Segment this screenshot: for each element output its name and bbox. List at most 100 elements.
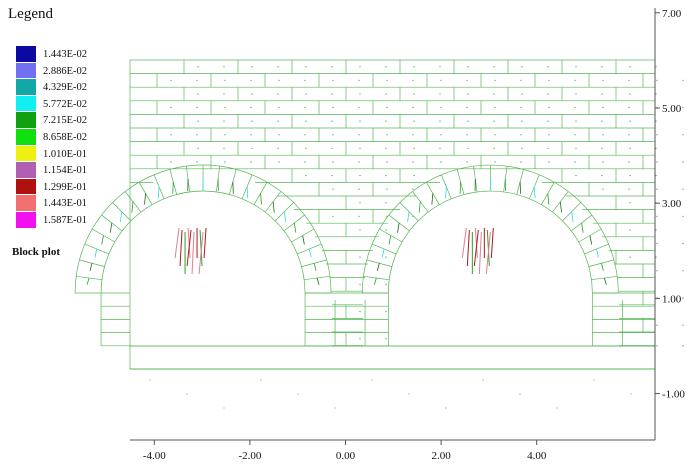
block-node (439, 120, 441, 122)
block-node (628, 161, 630, 163)
block-node (359, 147, 361, 150)
masonry-course (322, 236, 684, 251)
block-node (493, 147, 495, 150)
block-node (358, 188, 360, 190)
block-node (278, 79, 280, 82)
block-node (251, 147, 253, 150)
block-node (385, 66, 387, 68)
block-node (682, 270, 684, 272)
block-node (655, 93, 657, 95)
wall-outline (129, 59, 656, 347)
block-node (494, 79, 496, 82)
x-tick-label: 0.00 (336, 450, 356, 462)
block-node (520, 106, 522, 109)
block-node (358, 134, 360, 136)
block-node (574, 79, 576, 82)
displacement-vector (119, 211, 123, 222)
displacement-vector (131, 201, 134, 213)
block-node (520, 79, 522, 82)
block-node (305, 147, 307, 150)
block-node (602, 134, 604, 136)
y-tick-label: 5.00 (662, 103, 682, 115)
block-node (575, 174, 577, 177)
block-node (170, 79, 172, 82)
legend-label: 5.772E-02 (43, 98, 88, 110)
masonry-course (326, 250, 657, 265)
block-node (223, 120, 225, 122)
ground-node (593, 379, 595, 381)
block-node (385, 229, 387, 231)
block-node (385, 120, 387, 122)
displacement-vector (157, 186, 160, 199)
block-node (547, 66, 549, 68)
displacement-vector (313, 263, 317, 271)
displacement-vector (603, 277, 607, 285)
block-node (521, 120, 523, 122)
block-node (196, 134, 198, 136)
displacement-vectors (86, 178, 607, 285)
block-node (359, 310, 361, 313)
block-node (521, 93, 523, 95)
block-node (277, 66, 279, 68)
block-node (682, 188, 684, 190)
block-node (278, 134, 280, 136)
block-node (467, 66, 469, 68)
legend-swatch (16, 79, 36, 96)
ground-node (556, 407, 558, 409)
block-node (359, 283, 361, 286)
block-node (682, 106, 684, 109)
pier-blocks (592, 292, 655, 347)
masonry-course (332, 318, 684, 333)
block-node (278, 161, 280, 163)
displacement-vector (445, 186, 447, 199)
masonry-course (294, 196, 657, 210)
block-node (197, 120, 199, 122)
block-node (466, 161, 468, 163)
legend-swatch (16, 195, 36, 212)
block-node (574, 134, 576, 136)
block-node (223, 147, 225, 150)
block-node (628, 106, 630, 109)
block-node (682, 242, 684, 245)
block-node (682, 161, 684, 163)
block-node (250, 79, 252, 82)
block-node (250, 161, 252, 163)
displacement-vector (293, 222, 297, 233)
masonry-course (330, 264, 684, 278)
legend-label: 1.010E-01 (43, 148, 88, 160)
vector-field (86, 178, 320, 285)
ground-node (482, 379, 484, 381)
legend-label: 1.443E-01 (43, 198, 88, 210)
legend-swatch (16, 62, 36, 80)
voussoir-joint (529, 174, 540, 199)
displacement-vector (596, 248, 599, 258)
crown-vector (461, 227, 467, 259)
ground-node (371, 379, 373, 381)
block-node (332, 79, 334, 82)
ground-node (445, 407, 447, 409)
voussoir-joint (516, 169, 524, 195)
pier-blocks (305, 292, 389, 347)
displacement-vector (373, 277, 377, 285)
block-node (439, 147, 441, 150)
block-node (655, 147, 657, 150)
x-tick-label: -4.00 (143, 450, 166, 462)
displacement-vector (109, 222, 113, 233)
legend-swatch (16, 145, 36, 163)
legend-label: 8.658E-02 (43, 131, 88, 143)
voussoir-joint (399, 202, 419, 222)
displacement-vector (533, 186, 536, 199)
block-plot-label: Block plot (12, 246, 60, 258)
block-node (520, 134, 522, 136)
displacement-vector (86, 277, 90, 285)
voussoir-joint (84, 243, 109, 255)
crown-vector (198, 231, 204, 275)
block-node (629, 66, 631, 68)
block-node (358, 106, 360, 109)
block-node (331, 147, 333, 150)
block-node (197, 66, 199, 68)
block-node (224, 161, 226, 163)
displacement-vector (246, 186, 249, 199)
voussoir-joint (441, 174, 452, 199)
block-node (196, 79, 198, 82)
